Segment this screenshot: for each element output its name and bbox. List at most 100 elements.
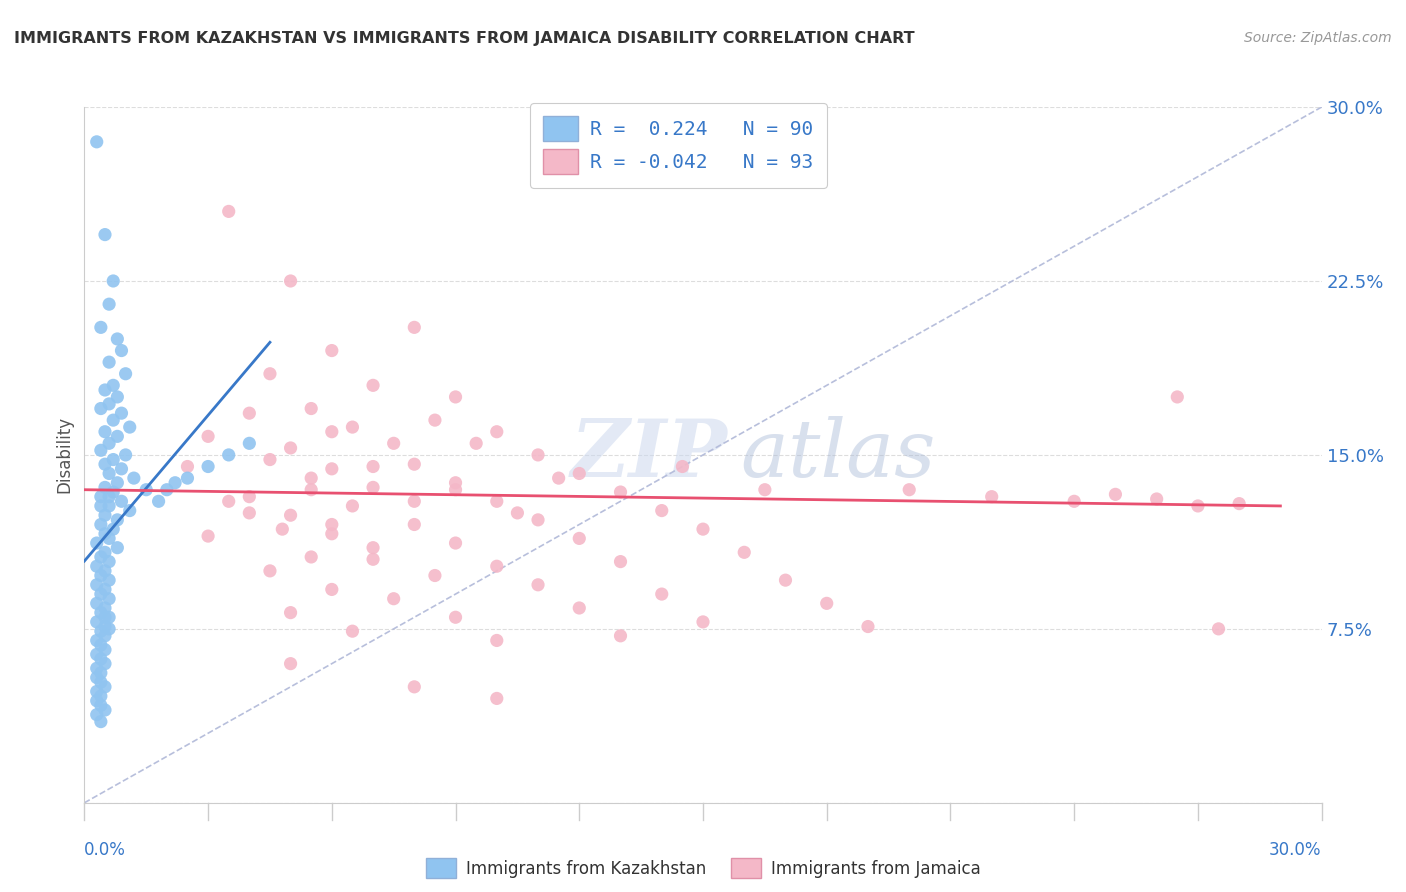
Point: [423, 568, 446, 582]
Point: [754, 483, 776, 497]
Point: [98, 622, 121, 636]
Point: [94, 425, 117, 439]
Point: [321, 425, 343, 439]
Point: [110, 343, 132, 358]
Point: [94, 703, 117, 717]
Point: [94, 564, 117, 578]
Text: Source: ZipAtlas.com: Source: ZipAtlas.com: [1244, 31, 1392, 45]
Point: [506, 506, 529, 520]
Point: [259, 452, 281, 467]
Point: [238, 406, 260, 420]
Point: [86, 578, 108, 592]
Point: [135, 483, 157, 497]
Y-axis label: Disability: Disability: [55, 417, 73, 493]
Point: [105, 513, 128, 527]
Point: [98, 532, 121, 546]
Point: [444, 390, 467, 404]
Point: [382, 591, 405, 606]
Point: [361, 552, 384, 566]
Point: [94, 383, 117, 397]
Point: [527, 448, 550, 462]
Point: [527, 513, 550, 527]
Point: [110, 462, 132, 476]
Point: [110, 494, 132, 508]
Point: [299, 549, 322, 564]
Point: [90, 675, 112, 690]
Point: [103, 485, 125, 500]
Point: [94, 657, 117, 671]
Point: [1104, 487, 1126, 501]
Point: [86, 661, 108, 675]
Point: [485, 691, 508, 706]
Point: [1063, 494, 1085, 508]
Point: [980, 490, 1002, 504]
Point: [609, 629, 631, 643]
Point: [404, 457, 426, 471]
Point: [280, 441, 302, 455]
Point: [94, 526, 117, 541]
Point: [90, 568, 112, 582]
Point: [1208, 622, 1230, 636]
Point: [94, 680, 117, 694]
Text: atlas: atlas: [740, 417, 935, 493]
Point: [86, 684, 108, 698]
Point: [321, 343, 343, 358]
Point: [1227, 497, 1250, 511]
Point: [110, 406, 132, 420]
Point: [218, 494, 240, 508]
Point: [90, 517, 112, 532]
Point: [90, 606, 112, 620]
Point: [197, 429, 219, 443]
Point: [98, 467, 121, 481]
Point: [444, 475, 467, 490]
Point: [280, 606, 302, 620]
Point: [86, 633, 108, 648]
Point: [361, 541, 384, 555]
Point: [547, 471, 569, 485]
Point: [94, 642, 117, 657]
Point: [197, 459, 219, 474]
Point: [94, 480, 117, 494]
Point: [90, 665, 112, 680]
Point: [105, 475, 128, 490]
Point: [94, 545, 117, 559]
Point: [197, 529, 219, 543]
Point: [361, 459, 384, 474]
Point: [105, 429, 128, 443]
Point: [86, 707, 108, 722]
Point: [1146, 491, 1168, 506]
Point: [94, 457, 117, 471]
Point: [98, 555, 121, 569]
Point: [259, 564, 281, 578]
Point: [1187, 499, 1209, 513]
Text: 0.0%: 0.0%: [84, 841, 127, 859]
Text: ZIP: ZIP: [571, 417, 728, 493]
Point: [321, 526, 343, 541]
Point: [671, 459, 693, 474]
Legend: Immigrants from Kazakhstan, Immigrants from Jamaica: Immigrants from Kazakhstan, Immigrants f…: [419, 851, 987, 885]
Point: [90, 549, 112, 564]
Point: [218, 448, 240, 462]
Point: [90, 698, 112, 713]
Point: [361, 378, 384, 392]
Point: [103, 452, 125, 467]
Point: [118, 420, 141, 434]
Point: [86, 694, 108, 708]
Point: [98, 397, 121, 411]
Point: [176, 471, 198, 485]
Point: [94, 582, 117, 597]
Point: [609, 555, 631, 569]
Point: [94, 610, 117, 624]
Point: [485, 559, 508, 574]
Point: [90, 587, 112, 601]
Point: [156, 483, 179, 497]
Point: [651, 587, 673, 601]
Point: [86, 536, 108, 550]
Point: [404, 680, 426, 694]
Point: [98, 573, 121, 587]
Point: [148, 494, 170, 508]
Point: [94, 227, 117, 242]
Point: [86, 648, 108, 662]
Point: [114, 448, 136, 462]
Point: [733, 545, 755, 559]
